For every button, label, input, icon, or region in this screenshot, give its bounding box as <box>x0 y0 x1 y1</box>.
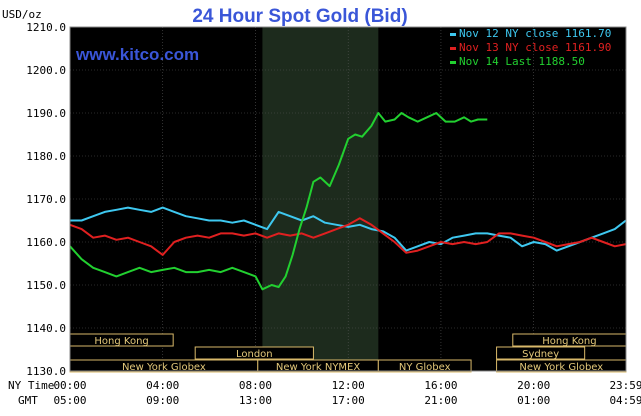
chart-title: 24 Hour Spot Gold (Bid) <box>192 6 407 27</box>
x-tick-label-gmt: 09:00 <box>146 394 179 407</box>
x-tick-label-ny: 12:00 <box>332 379 365 392</box>
session-box: London <box>194 346 314 360</box>
timestamp: November 14, 2014 19:53 <box>454 14 606 27</box>
series-lines <box>69 112 627 291</box>
legend-entry: Nov 12 NY close 1161.70 <box>459 27 611 40</box>
x-tick-label-gmt: 05:00 <box>53 394 86 407</box>
session-label: New York Globex <box>122 362 206 373</box>
session-label: New York NYMEX <box>276 362 361 373</box>
x-tick-label-ny: 00:00 <box>53 379 86 392</box>
y-tick-label: 1150.0 <box>26 279 66 292</box>
y-axis-ticks: 1210.0 1200.0 1190.0 1180.0 1170.0 1160.0 1150… <box>26 21 66 378</box>
plot-border <box>69 26 627 372</box>
x-tick-label-ny: 23:59 <box>609 379 641 392</box>
gmt-row-label: GMT <box>18 394 38 407</box>
kitco-watermark: www.kitco.com <box>75 45 199 64</box>
y-axis-unit-label: USD/oz <box>2 8 42 21</box>
legend-entry: Nov 13 NY close 1161.90 <box>459 41 611 54</box>
series-line <box>69 217 627 256</box>
session-label: Sydney <box>522 349 559 360</box>
y-tick-label: 1160.0 <box>26 236 66 249</box>
ny-time-row-label: NY Time <box>8 379 54 392</box>
legend-entry: Nov 14 Last 1188.50 <box>459 55 585 68</box>
y-tick-label: 1130.0 <box>26 365 66 378</box>
y-tick-label: 1180.0 <box>26 150 66 163</box>
y-tick-label: 1170.0 <box>26 193 66 206</box>
nymex-session-highlight <box>262 27 379 371</box>
x-tick-label-ny: 16:00 <box>424 379 457 392</box>
session-label: Hong Kong <box>94 336 148 347</box>
series-line <box>69 112 488 291</box>
session-box-outline <box>377 359 472 373</box>
x-axis-ticks: 00:00 04:00 08:00 12:00 16:00 20:00 23:59 05:00… <box>53 379 641 407</box>
legend-swatch <box>450 61 456 64</box>
x-tick-label-ny: 04:00 <box>146 379 179 392</box>
y-tick-label: 1200.0 <box>26 64 66 77</box>
session-label: New York Globex <box>519 362 603 373</box>
x-tick-label-gmt: 01:00 <box>517 394 550 407</box>
session-box-outline <box>496 346 586 360</box>
x-tick-label-gmt: 13:00 <box>239 394 272 407</box>
session-box: Hong Kong <box>69 333 174 347</box>
session-label: Hong Kong <box>542 336 596 347</box>
session-box-outline <box>194 346 314 360</box>
legend-swatch <box>450 33 456 36</box>
x-tick-label-ny: 08:00 <box>239 379 272 392</box>
session-box: NY Globex <box>377 359 472 373</box>
y-tick-label: 1190.0 <box>26 107 66 120</box>
series-line <box>70 206 627 252</box>
session-box: Sydney <box>496 346 586 360</box>
legend-swatch <box>450 47 456 50</box>
y-tick-label: 1210.0 <box>26 21 66 34</box>
y-tick-label: 1140.0 <box>26 322 66 335</box>
x-tick-label-gmt: 04:59 <box>609 394 641 407</box>
x-tick-label-ny: 20:00 <box>517 379 550 392</box>
session-label: London <box>236 349 273 360</box>
x-tick-label-gmt: 17:00 <box>332 394 365 407</box>
session-label: NY Globex <box>399 362 451 373</box>
session-box: Hong Kong <box>512 333 627 347</box>
x-tick-label-gmt: 21:00 <box>424 394 457 407</box>
